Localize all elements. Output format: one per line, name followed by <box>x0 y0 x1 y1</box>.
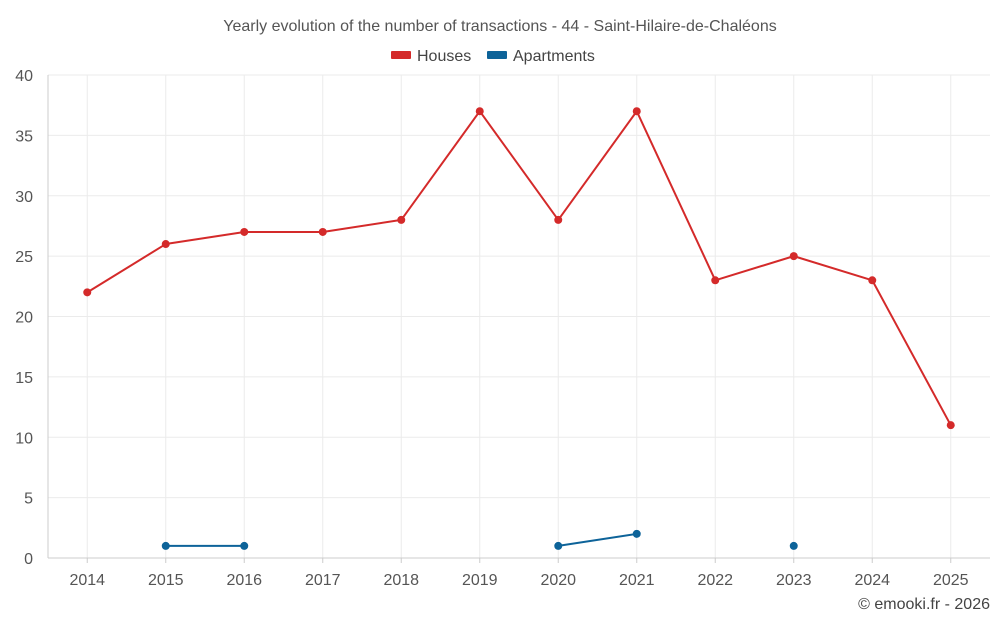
data-point-apartments[interactable] <box>789 541 798 550</box>
data-point-houses[interactable] <box>83 288 92 297</box>
x-tick-label: 2020 <box>540 572 576 589</box>
y-tick-label: 0 <box>24 551 33 568</box>
legend-swatch-houses <box>391 51 411 59</box>
data-point-houses[interactable] <box>161 240 170 249</box>
x-tick-label: 2024 <box>854 572 890 589</box>
data-point-houses[interactable] <box>240 227 249 236</box>
y-tick-label: 40 <box>15 68 33 85</box>
legend: Houses Apartments <box>391 48 595 65</box>
data-point-apartments[interactable] <box>161 541 170 550</box>
x-tick-label: 2016 <box>226 572 262 589</box>
y-tick-label: 20 <box>15 310 33 327</box>
data-point-houses[interactable] <box>397 215 406 224</box>
legend-swatch-apartments <box>487 51 507 59</box>
gridlines <box>48 74 990 558</box>
chart-title: Yearly evolution of the number of transa… <box>223 18 776 35</box>
y-tick-label: 35 <box>15 128 33 145</box>
x-tick-label: 2019 <box>462 572 498 589</box>
legend-item-houses[interactable]: Houses <box>391 48 471 65</box>
data-point-apartments[interactable] <box>240 541 249 550</box>
data-point-houses[interactable] <box>946 421 955 430</box>
x-tick-label: 2021 <box>619 572 655 589</box>
data-point-houses[interactable] <box>318 227 327 236</box>
y-tick-label: 5 <box>24 491 33 508</box>
x-tick-label: 2018 <box>383 572 419 589</box>
legend-label-apartments: Apartments <box>513 48 595 65</box>
data-point-houses[interactable] <box>711 276 720 285</box>
y-tick-label: 25 <box>15 249 33 266</box>
x-tick-label: 2022 <box>697 572 733 589</box>
legend-item-apartments[interactable]: Apartments <box>487 48 595 65</box>
x-tick-label: 2014 <box>69 572 105 589</box>
y-axis-ticks: 0 5 10 15 20 25 30 35 40 <box>15 68 33 568</box>
data-point-houses[interactable] <box>789 252 798 261</box>
y-tick-label: 10 <box>15 430 33 447</box>
data-point-houses[interactable] <box>632 107 641 116</box>
axes <box>47 75 990 563</box>
x-axis-ticks: 2014 2015 2016 2017 2018 2019 2020 2021 2022 2023… <box>69 572 968 589</box>
credit-text: © emooki.fr - 2026 <box>858 596 990 613</box>
series-apartments <box>161 529 798 550</box>
data-point-houses[interactable] <box>868 276 877 285</box>
x-tick-label: 2025 <box>933 572 969 589</box>
y-tick-label: 15 <box>15 370 33 387</box>
data-point-apartments[interactable] <box>554 541 563 550</box>
series-houses <box>83 107 955 430</box>
data-point-apartments[interactable] <box>632 529 641 538</box>
x-tick-label: 2017 <box>305 572 341 589</box>
series-line-apartments <box>558 532 637 547</box>
series <box>83 107 955 550</box>
legend-label-houses: Houses <box>417 48 471 65</box>
x-tick-label: 2023 <box>776 572 812 589</box>
data-point-houses[interactable] <box>475 107 484 116</box>
y-tick-label: 30 <box>15 189 33 206</box>
data-point-houses[interactable] <box>554 215 563 224</box>
x-tick-label: 2015 <box>148 572 184 589</box>
series-line-houses <box>86 110 952 426</box>
